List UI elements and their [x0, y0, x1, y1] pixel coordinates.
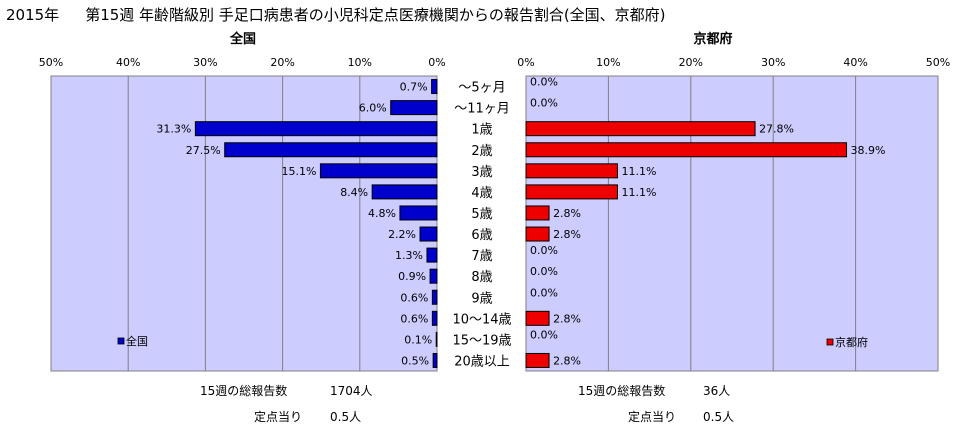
national-per-site-value: 0.5人 — [330, 410, 362, 424]
kyoto-data-label: 2.8% — [553, 228, 581, 241]
kyoto-tick-label: 50% — [926, 56, 950, 69]
national-bar — [371, 184, 438, 200]
national-data-label: 0.9% — [398, 270, 426, 283]
national-tick-label: 30% — [193, 56, 217, 69]
national-data-label: 0.1% — [404, 333, 432, 346]
kyoto-bar — [525, 121, 756, 137]
national-data-label: 0.6% — [400, 312, 428, 325]
kyoto-data-label: 0.0% — [530, 265, 558, 278]
national-tick-label: 50% — [39, 56, 63, 69]
national-tick-label: 0% — [428, 56, 445, 69]
kyoto-data-label: 27.8% — [759, 123, 794, 136]
national-data-label: 4.8% — [368, 207, 396, 220]
kyoto-tick-label: 20% — [679, 56, 703, 69]
kyoto-data-label: 0.0% — [530, 97, 558, 110]
category-label: 15～19歳 — [452, 333, 511, 348]
kyoto-bar — [525, 205, 550, 221]
title-text: 第15週 年齢階級別 手足口病患者の小児科定点医療機関からの報告割合(全国、京都… — [85, 6, 666, 24]
national-bar — [432, 352, 438, 368]
kyoto-panel-title: 京都府 — [693, 31, 732, 47]
national-tick-label: 20% — [270, 56, 294, 69]
national-bar — [431, 310, 438, 326]
kyoto-bar — [525, 142, 848, 158]
national-data-label: 15.1% — [281, 165, 316, 178]
kyoto-per-site-label: 定点当り — [628, 410, 677, 424]
category-label: 1歳 — [471, 123, 492, 138]
kyoto-tick-label: 40% — [843, 56, 867, 69]
national-bar — [194, 121, 438, 137]
category-label: 2歳 — [471, 144, 492, 159]
kyoto-tick-label: 0% — [517, 56, 534, 69]
category-label: 5歳 — [471, 207, 492, 222]
national-legend-swatch — [117, 337, 125, 345]
national-bar — [390, 100, 438, 116]
national-panel-title: 全国 — [229, 31, 256, 47]
category-label: 6歳 — [471, 228, 492, 243]
kyoto-total-label: 15週の総報告数 — [578, 384, 666, 398]
kyoto-legend-swatch — [826, 338, 834, 346]
national-bar — [435, 331, 438, 347]
kyoto-data-label: 38.9% — [851, 144, 886, 157]
kyoto-legend-label: 京都府 — [835, 335, 868, 349]
chart-title: 2015年 第15週 年齢階級別 手足口病患者の小児科定点医療機関からの報告割合(… — [6, 4, 666, 25]
category-label: 10～14歳 — [452, 312, 511, 327]
kyoto-data-label: 0.0% — [530, 244, 558, 257]
kyoto-bar — [525, 184, 618, 200]
national-data-label: 0.7% — [400, 81, 428, 94]
kyoto-total-value: 36人 — [703, 384, 731, 398]
kyoto-bar — [525, 310, 550, 326]
category-label: 4歳 — [471, 186, 492, 201]
national-bar — [431, 79, 438, 95]
category-label: 9歳 — [471, 291, 492, 306]
national-data-label: 2.2% — [388, 228, 416, 241]
kyoto-per-site-value: 0.5人 — [703, 410, 735, 424]
kyoto-data-label: 2.8% — [553, 207, 581, 220]
kyoto-bar — [525, 163, 618, 179]
national-bar — [224, 142, 438, 158]
kyoto-data-label: 0.0% — [530, 286, 558, 299]
kyoto-bar — [525, 226, 550, 242]
national-plot-area — [50, 75, 438, 372]
national-bar — [419, 226, 438, 242]
national-data-label: 0.5% — [401, 354, 429, 367]
national-bar — [426, 247, 438, 263]
national-total-label: 15週の総報告数 — [200, 384, 288, 398]
category-label: 7歳 — [471, 249, 492, 264]
kyoto-data-label: 0.0% — [530, 328, 558, 341]
kyoto-bar — [525, 352, 550, 368]
national-data-label: 0.6% — [400, 291, 428, 304]
national-data-label: 31.3% — [156, 123, 191, 136]
category-label: ～5ヶ月 — [458, 81, 505, 96]
kyoto-plot-area — [525, 75, 939, 372]
national-bar — [431, 289, 438, 305]
kyoto-tick-label: 10% — [596, 56, 620, 69]
category-label: 20歳以上 — [454, 354, 510, 369]
title-year: 2015年 — [6, 6, 60, 24]
national-per-site-label: 定点当り — [254, 410, 303, 424]
kyoto-data-label: 2.8% — [553, 312, 581, 325]
category-label: 3歳 — [471, 165, 492, 180]
national-tick-label: 10% — [348, 56, 372, 69]
national-total-value: 1704人 — [330, 384, 373, 398]
kyoto-data-label: 11.1% — [621, 165, 656, 178]
category-label: 8歳 — [471, 270, 492, 285]
national-data-label: 6.0% — [359, 102, 387, 115]
national-data-label: 1.3% — [395, 249, 423, 262]
category-label: ～11ヶ月 — [454, 102, 510, 117]
national-data-label: 27.5% — [186, 144, 221, 157]
national-bar — [399, 205, 438, 221]
national-bar — [429, 268, 438, 284]
national-bar — [319, 163, 438, 179]
kyoto-data-label: 0.0% — [530, 76, 558, 89]
kyoto-tick-label: 30% — [761, 56, 785, 69]
kyoto-data-label: 2.8% — [553, 354, 581, 367]
national-legend-label: 全国 — [126, 334, 148, 348]
national-data-label: 8.4% — [340, 186, 368, 199]
kyoto-data-label: 11.1% — [621, 186, 656, 199]
national-tick-label: 40% — [116, 56, 140, 69]
